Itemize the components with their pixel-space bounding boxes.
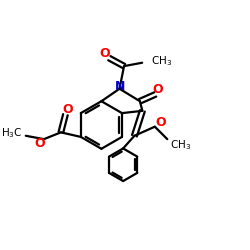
Text: O: O <box>100 47 110 60</box>
Text: CH$_3$: CH$_3$ <box>151 55 172 68</box>
Text: CH$_3$: CH$_3$ <box>170 138 191 152</box>
Text: N: N <box>115 80 125 92</box>
Text: O: O <box>34 137 45 150</box>
Text: O: O <box>155 116 166 129</box>
Text: O: O <box>153 83 163 96</box>
Text: O: O <box>63 103 74 116</box>
Text: H$_3$C: H$_3$C <box>1 126 22 140</box>
